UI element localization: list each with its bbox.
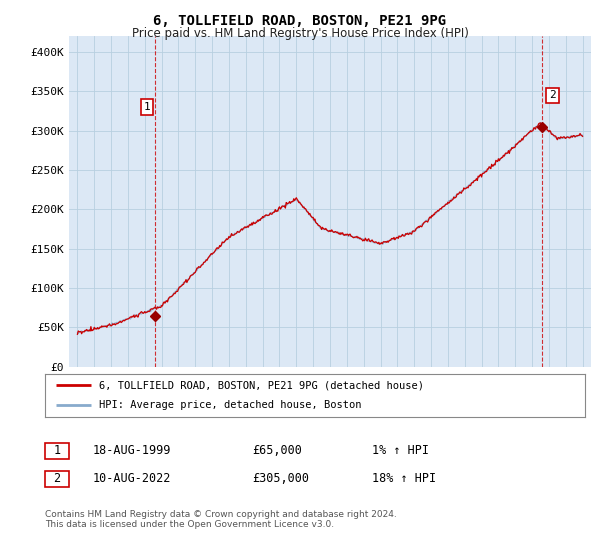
Text: 2: 2	[549, 90, 556, 100]
Text: 6, TOLLFIELD ROAD, BOSTON, PE21 9PG: 6, TOLLFIELD ROAD, BOSTON, PE21 9PG	[154, 14, 446, 28]
Text: 1: 1	[53, 444, 61, 458]
Text: Contains HM Land Registry data © Crown copyright and database right 2024.
This d: Contains HM Land Registry data © Crown c…	[45, 510, 397, 529]
Text: 18% ↑ HPI: 18% ↑ HPI	[372, 472, 436, 486]
Text: 6, TOLLFIELD ROAD, BOSTON, PE21 9PG (detached house): 6, TOLLFIELD ROAD, BOSTON, PE21 9PG (det…	[99, 380, 424, 390]
Text: 1: 1	[143, 102, 151, 112]
Text: £305,000: £305,000	[252, 472, 309, 486]
Text: £65,000: £65,000	[252, 444, 302, 458]
Text: Price paid vs. HM Land Registry's House Price Index (HPI): Price paid vs. HM Land Registry's House …	[131, 27, 469, 40]
Text: 2: 2	[53, 472, 61, 486]
Text: 1% ↑ HPI: 1% ↑ HPI	[372, 444, 429, 458]
Text: HPI: Average price, detached house, Boston: HPI: Average price, detached house, Bost…	[99, 400, 361, 410]
Text: 10-AUG-2022: 10-AUG-2022	[93, 472, 172, 486]
Text: 18-AUG-1999: 18-AUG-1999	[93, 444, 172, 458]
